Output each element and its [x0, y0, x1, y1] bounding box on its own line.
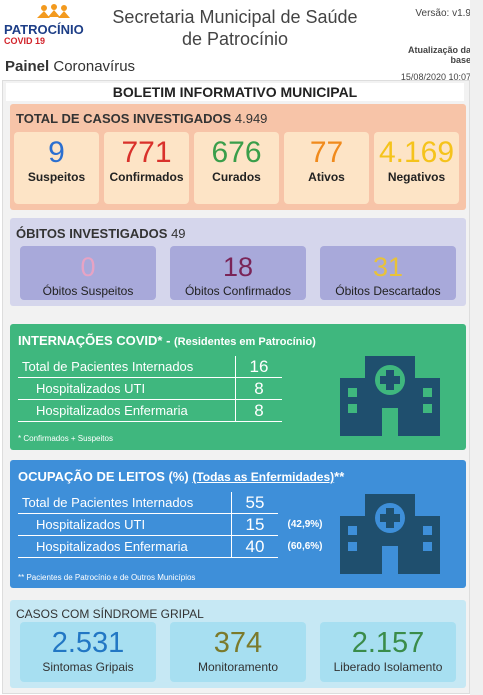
deaths-total: 49 — [171, 226, 186, 241]
cases-label: TOTAL DE CASOS INVESTIGADOS 4.949 — [16, 111, 267, 126]
table-row: Hospitalizados Enfermaria 8 — [18, 399, 282, 422]
stat-value: 374 — [213, 627, 263, 659]
stat-label: Negativos — [387, 170, 446, 184]
row-label: Hospitalizados Enfermaria — [18, 399, 236, 422]
stat-card: 2.157 Liberado Isolamento — [320, 622, 456, 682]
update-date: 15/08/2020 10:07 — [400, 72, 471, 82]
stat-card: 18 Óbitos Confirmados — [170, 246, 306, 300]
beds-label: OCUPAÇÃO DE LEITOS (%) (Todas as Enfermi… — [18, 469, 344, 484]
row-label: Total de Pacientes Internados — [18, 356, 236, 378]
table-row: Total de Pacientes Internados 16 — [18, 356, 282, 378]
hospital-icon — [340, 356, 440, 436]
stat-value: 18 — [222, 252, 254, 282]
hosp-title: INTERNAÇÕES COVID* - — [18, 333, 175, 348]
row-label: Hospitalizados UTI — [18, 513, 232, 536]
stat-label: Óbitos Suspeitos — [42, 284, 134, 298]
stat-card: 676 Curados — [194, 132, 279, 204]
stat-value: 4.169 — [378, 136, 455, 169]
table: Total de Pacientes Internados 16 Hospitali… — [18, 356, 282, 422]
stat-label: Sintomas Gripais — [42, 660, 134, 674]
hosp-sub: (Residentes em Patrocínio) — [174, 336, 316, 348]
beds-title: OCUPAÇÃO DE LEITOS (%) — [18, 469, 189, 484]
cases-total: 4.949 — [234, 111, 268, 126]
title-line: de Patrocínio — [181, 29, 289, 49]
stat-value: 2.157 — [351, 627, 425, 659]
row-value: 8 — [235, 377, 282, 400]
stat-label: Ativos — [308, 170, 345, 184]
title-line: Secretaria Municipal de Saúde — [112, 7, 358, 27]
stat-value: 0 — [80, 252, 96, 282]
row-value: 40 — [231, 535, 278, 558]
banner: BOLETIM INFORMATIVO MUNICIPAL — [6, 83, 464, 101]
beds-sub[interactable]: (Todas as Enfermidades) — [192, 470, 335, 484]
stat-card: 374 Monitoramento — [170, 622, 306, 682]
hosp-note: * Confirmados + Suspeitos — [18, 434, 113, 443]
cases-title: TOTAL DE CASOS INVESTIGADOS — [16, 111, 232, 126]
beds-mark: ** — [334, 469, 345, 484]
panel-rest: Coronavírus — [53, 58, 136, 75]
title: Secretaria Municipal de Saúde de Patrocín… — [90, 6, 380, 50]
logo-icon — [37, 4, 70, 18]
row-percent — [278, 492, 328, 514]
stat-card: 9 Suspeitos — [14, 132, 99, 204]
update-line: base — [450, 55, 471, 65]
stat-value: 2.531 — [51, 627, 125, 659]
stat-label: Monitoramento — [197, 660, 279, 674]
flu-label: CASOS COM SÍNDROME GRIPAL — [16, 607, 204, 621]
stat-card: 771 Confirmados — [104, 132, 189, 204]
panel-label: Painel Coronavírus — [5, 58, 135, 75]
stat-label: Liberado Isolamento — [333, 660, 443, 674]
panel-bold: Painel — [5, 58, 50, 75]
row-value: 55 — [231, 492, 278, 514]
stat-value: 9 — [48, 136, 65, 169]
table-row: Total de Pacientes Internados 55 — [18, 492, 328, 514]
row-percent: (42,9%) — [287, 519, 323, 530]
stat-label: Suspeitos — [27, 170, 86, 184]
deaths-label: ÓBITOS INVESTIGADOS 49 — [16, 226, 186, 241]
hosp-label: INTERNAÇÕES COVID* - (Residentes em Patr… — [18, 333, 316, 348]
row-value: 16 — [235, 356, 282, 378]
update: Atualização da base — [408, 45, 471, 65]
row-label: Hospitalizados UTI — [18, 377, 236, 400]
row-percent: (60,6%) — [287, 541, 323, 552]
table-row: Hospitalizados UTI 15 (42,9%) — [18, 513, 328, 536]
logo-text: PATROCÍNIO — [4, 22, 84, 37]
deaths-title: ÓBITOS INVESTIGADOS — [16, 226, 168, 241]
row-label: Total de Pacientes Internados — [18, 492, 232, 514]
version: Versão: v1.9 — [415, 8, 471, 19]
scrollbar[interactable] — [470, 0, 483, 695]
stat-label: Curados — [212, 170, 261, 184]
beds-note: ** Pacientes de Patrocínio e de Outros M… — [18, 573, 196, 582]
stat-label: Confirmados — [109, 170, 184, 184]
stat-value: 31 — [372, 252, 404, 282]
stat-value: 771 — [121, 136, 172, 169]
table-row: Hospitalizados UTI 8 — [18, 377, 282, 400]
stat-card: 4.169 Negativos — [374, 132, 459, 204]
stat-value: 77 — [309, 136, 344, 169]
table: Total de Pacientes Internados 55 Hospitali… — [18, 492, 328, 558]
row-label: Hospitalizados Enfermaria — [18, 535, 232, 558]
stat-card: 2.531 Sintomas Gripais — [20, 622, 156, 682]
update-line: Atualização da — [407, 45, 471, 55]
hospital-icon — [340, 494, 440, 574]
logo: PATROCÍNIO COVID 19 — [4, 2, 84, 46]
stat-label: Óbitos Confirmados — [184, 284, 292, 298]
stat-card: 0 Óbitos Suspeitos — [20, 246, 156, 300]
stat-card: 31 Óbitos Descartados — [320, 246, 456, 300]
row-value: 15 — [231, 513, 278, 536]
row-value: 8 — [235, 399, 282, 422]
logo-sub: COVID 19 — [4, 36, 46, 46]
stat-card: 77 Ativos — [284, 132, 369, 204]
stat-label: Óbitos Descartados — [335, 284, 441, 298]
table-row: Hospitalizados Enfermaria 40 (60,6%) — [18, 535, 328, 558]
stat-value: 676 — [211, 136, 262, 169]
